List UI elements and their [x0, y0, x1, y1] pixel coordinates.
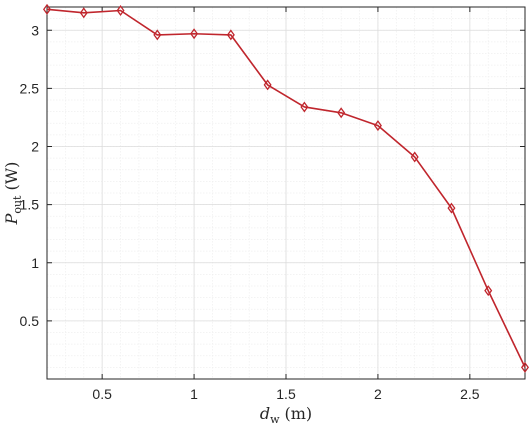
- y-axis-label-sub: out: [11, 195, 24, 214]
- data-point-marker: [484, 285, 493, 297]
- data-point-marker: [79, 7, 88, 19]
- y-tick-label: 0.5: [20, 313, 40, 329]
- data-point-marker: [300, 101, 309, 113]
- x-tick-label: 1.5: [276, 386, 296, 402]
- series-line: [46, 8, 526, 368]
- x-tick-label: 2: [374, 386, 382, 402]
- y-axis-label: Pout (W): [2, 162, 24, 226]
- y-tick-label: 3: [31, 22, 39, 38]
- x-tick-label: 0.5: [92, 386, 112, 402]
- series-layer: [42, 3, 530, 373]
- data-point-marker: [42, 3, 52, 15]
- data-point-marker: [447, 202, 456, 214]
- data-point-marker: [337, 107, 346, 119]
- major-grid: [47, 7, 525, 379]
- x-axis-label-sub: w: [270, 413, 280, 426]
- y-axis-label-unit: (W): [2, 162, 21, 191]
- data-point-marker: [410, 151, 419, 163]
- data-point-marker: [520, 361, 530, 373]
- x-tick-label: 2.5: [460, 386, 480, 402]
- data-point-marker: [153, 29, 162, 41]
- x-axis-label-main: d: [260, 404, 270, 423]
- data-point-marker: [263, 79, 272, 91]
- data-point-marker: [226, 29, 235, 41]
- y-axis-label-main: P: [2, 213, 21, 225]
- axis-ticks: 0.5 1 1.5 2 2.5 0.5 1 1.5 2 2.5 3: [20, 7, 525, 402]
- y-tick-label: 2: [31, 139, 39, 155]
- x-tick-label: 1: [190, 386, 198, 402]
- x-axis-label-unit: (m): [285, 404, 313, 423]
- y-tick-label: 1: [31, 255, 39, 271]
- data-point-marker: [373, 120, 382, 132]
- x-axis-label: dw (m): [260, 404, 312, 426]
- data-point-marker: [116, 4, 125, 16]
- y-tick-label: 1.5: [20, 197, 40, 213]
- y-tick-label: 2.5: [20, 80, 40, 96]
- data-point-marker: [190, 28, 199, 40]
